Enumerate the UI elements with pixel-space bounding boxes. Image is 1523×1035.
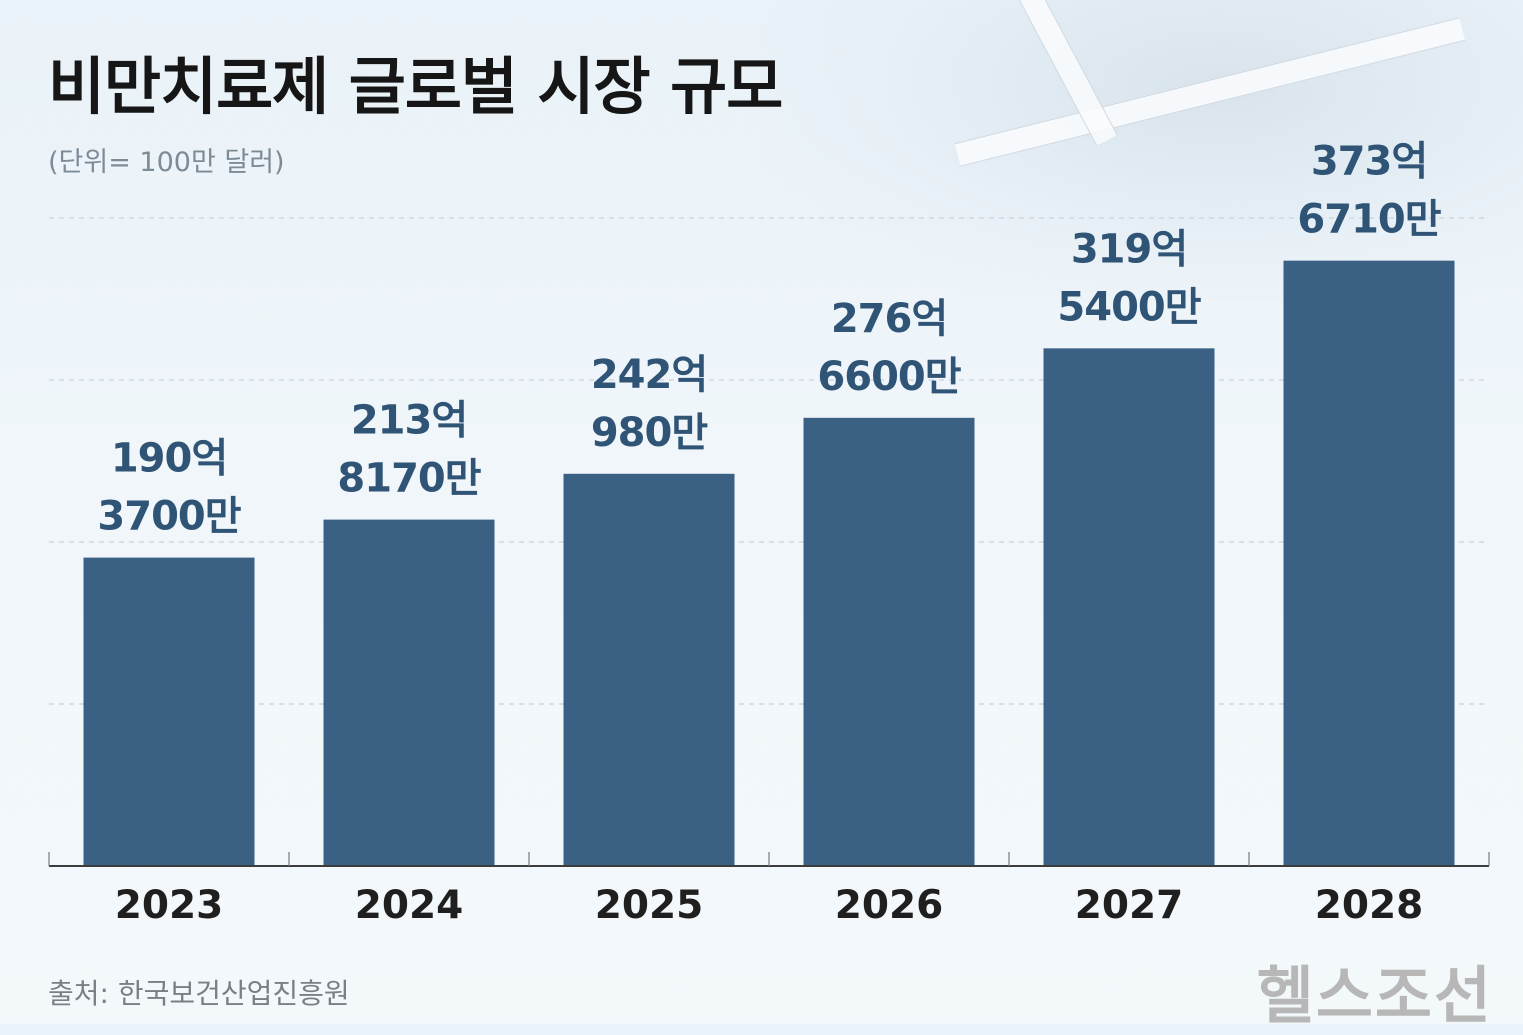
- bar-2028: [1283, 260, 1455, 867]
- x-tick-label: 2027: [1075, 883, 1184, 928]
- data-label-line2: 980만: [591, 410, 708, 456]
- bar-2027: [1043, 348, 1215, 866]
- brand-logo: 헬스조선: [1256, 959, 1493, 1032]
- data-label-line1: 319억: [1071, 226, 1187, 272]
- x-axis: 2023 2024 2025 2026 2027 2028: [48, 852, 1490, 928]
- data-label-line1: 190억: [111, 436, 227, 482]
- unit-note: (단위= 100만 달러): [48, 147, 285, 178]
- bars: [83, 260, 1455, 867]
- gridlines: [49, 217, 1489, 705]
- x-tick-label: 2023: [115, 883, 224, 928]
- bar-2023: [83, 557, 255, 866]
- data-label-line1: 213억: [351, 398, 467, 444]
- bar-2025: [563, 473, 735, 866]
- data-labels: 190억 3700만 213억 8170만 242억 980만 276억 6600만 319억 5…: [97, 139, 1442, 540]
- x-tick-label: 2024: [355, 883, 464, 928]
- data-label-line2: 5400만: [1057, 284, 1201, 330]
- data-label-line1: 242억: [591, 352, 707, 398]
- bar-2024: [323, 519, 495, 866]
- data-label-line2: 8170만: [337, 456, 481, 502]
- data-label-line2: 6710만: [1297, 197, 1441, 243]
- data-label-line2: 6600만: [817, 354, 961, 400]
- source-note: 출처: 한국보건산업진흥원: [48, 977, 350, 1010]
- bar-2026: [803, 417, 975, 866]
- data-label-line1: 373억: [1311, 139, 1427, 185]
- data-label-line2: 3700만: [97, 494, 241, 540]
- x-tick-label: 2028: [1315, 883, 1424, 928]
- x-tick-label: 2026: [835, 883, 944, 928]
- data-label-line1: 276억: [831, 296, 947, 342]
- x-tick-label: 2025: [595, 883, 704, 928]
- chart-title: 비만치료제 글로벌 시장 규모: [48, 50, 783, 123]
